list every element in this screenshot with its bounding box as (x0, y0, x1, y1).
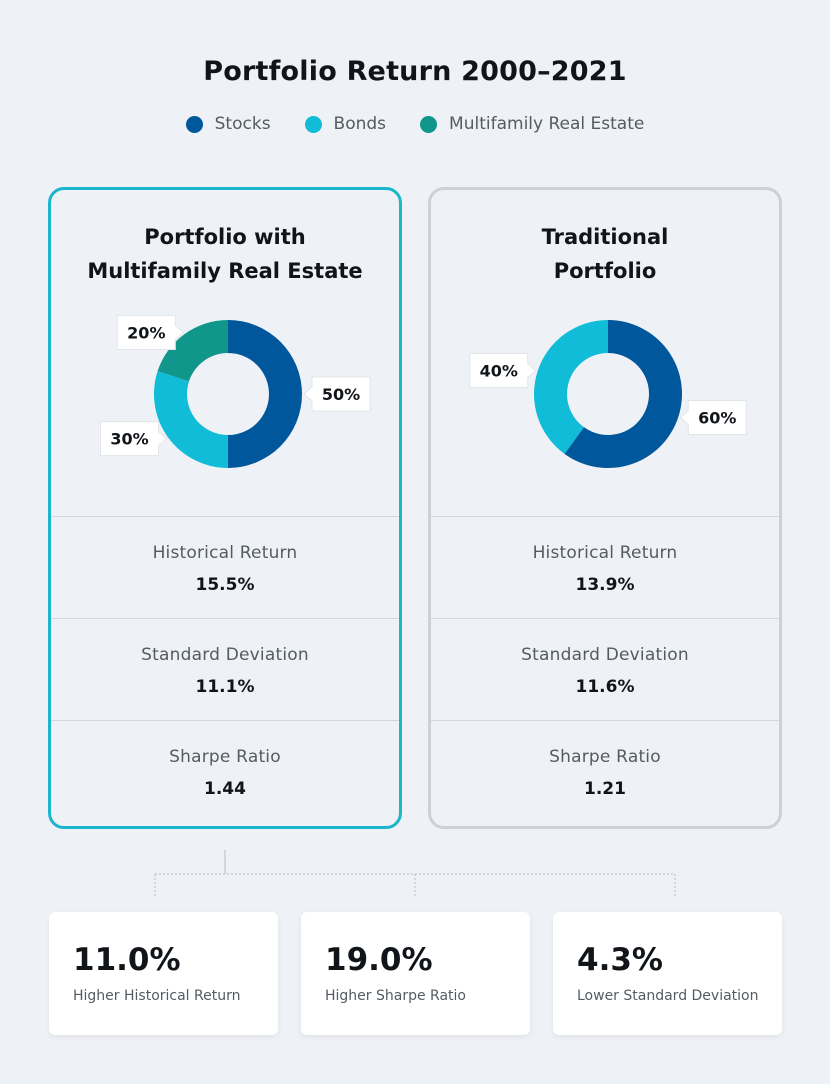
slice-label: 60% (698, 408, 736, 427)
callout-box (679, 399, 747, 435)
legend-swatch-stocks (185, 115, 203, 133)
callout-box (303, 376, 371, 412)
legend-swatch-real-estate (420, 115, 438, 133)
legend-item-stocks: Stocks (185, 114, 271, 134)
callout-box (100, 421, 168, 457)
card-title-multifamily: Portfolio with Multifamily Real Estate (51, 220, 399, 288)
slice-label-callout: 20% (116, 315, 185, 351)
card-title-traditional: Traditional Portfolio (431, 220, 779, 288)
summary-value: 4.3% (577, 942, 663, 978)
slice-label-callout: 60% (679, 399, 747, 435)
donut-slice-stocks (228, 320, 302, 468)
slice-label-callout: 40% (469, 353, 537, 389)
summary-value: 11.0% (73, 942, 181, 978)
slice-label: 30% (110, 430, 148, 449)
summary-box-sharpe-ratio: 19.0% Higher Sharpe Ratio (301, 912, 530, 1035)
donut-slice-bonds (534, 320, 608, 454)
slice-label: 20% (127, 324, 165, 343)
slice-label-callout: 30% (100, 421, 168, 457)
summary-label: Higher Sharpe Ratio (325, 988, 466, 1004)
donut-chart-multifamily: 50% 30% 20% (100, 315, 371, 468)
stat-label: Sharpe Ratio (549, 747, 661, 767)
portfolio-multifamily-card: Portfolio with Multifamily Real Estate 5… (48, 187, 402, 829)
stat-sharpe-ratio: Sharpe Ratio 1.44 (51, 720, 399, 822)
legend: Stocks Bonds Multifamily Real Estate (0, 114, 830, 134)
slice-label-callout: 50% (303, 376, 371, 412)
legend-label-stocks: Stocks (214, 114, 271, 134)
donut-chart-traditional: 60% 40% (469, 320, 747, 469)
donut-slice-multifamily-real-estate (157, 320, 228, 382)
donut-slice-bonds (153, 371, 228, 468)
legend-label-real-estate: Multifamily Real Estate (449, 114, 645, 134)
donut-slice-stocks (564, 320, 682, 469)
stat-label: Standard Deviation (141, 645, 309, 665)
stat-standard-deviation: Standard Deviation 11.1% (51, 618, 399, 720)
card-title-text: Portfolio with Multifamily Real Estate (87, 225, 363, 283)
stat-value: 13.9% (575, 575, 635, 595)
callout-box (469, 353, 537, 389)
callout-box (116, 315, 185, 351)
summary-label: Higher Historical Return (73, 988, 241, 1004)
summary-box-standard-deviation: 4.3% Lower Standard Deviation (553, 912, 782, 1035)
stat-sharpe-ratio: Sharpe Ratio 1.21 (431, 720, 779, 822)
legend-item-bonds: Bonds (304, 114, 387, 134)
traditional-portfolio-card: Traditional Portfolio 60% 40% Historical … (428, 187, 782, 829)
card-title-text: Traditional Portfolio (541, 225, 669, 283)
slice-label: 40% (480, 362, 518, 381)
summary-label: Lower Standard Deviation (577, 988, 759, 1004)
stat-value: 1.21 (584, 779, 626, 799)
legend-swatch-bonds (304, 115, 322, 133)
summary-value: 19.0% (325, 942, 433, 978)
stat-label: Standard Deviation (521, 645, 689, 665)
legend-label-bonds: Bonds (333, 114, 387, 134)
stat-value: 15.5% (195, 575, 255, 595)
slice-label: 50% (322, 385, 360, 404)
stat-value: 11.6% (575, 677, 635, 697)
stat-label: Historical Return (532, 543, 678, 563)
summary-box-historical-return: 11.0% Higher Historical Return (49, 912, 278, 1035)
stat-historical-return: Historical Return 13.9% (431, 516, 779, 618)
legend-item-real-estate: Multifamily Real Estate (420, 114, 644, 134)
connector-lines (154, 850, 676, 898)
stat-value: 1.44 (204, 779, 246, 799)
stat-label: Sharpe Ratio (169, 747, 281, 767)
stat-value: 11.1% (195, 677, 255, 697)
stat-standard-deviation: Standard Deviation 11.6% (431, 618, 779, 720)
stat-label: Historical Return (152, 543, 298, 563)
chart-title: Portfolio Return 2000–2021 (203, 56, 627, 87)
stat-historical-return: Historical Return 15.5% (51, 516, 399, 618)
